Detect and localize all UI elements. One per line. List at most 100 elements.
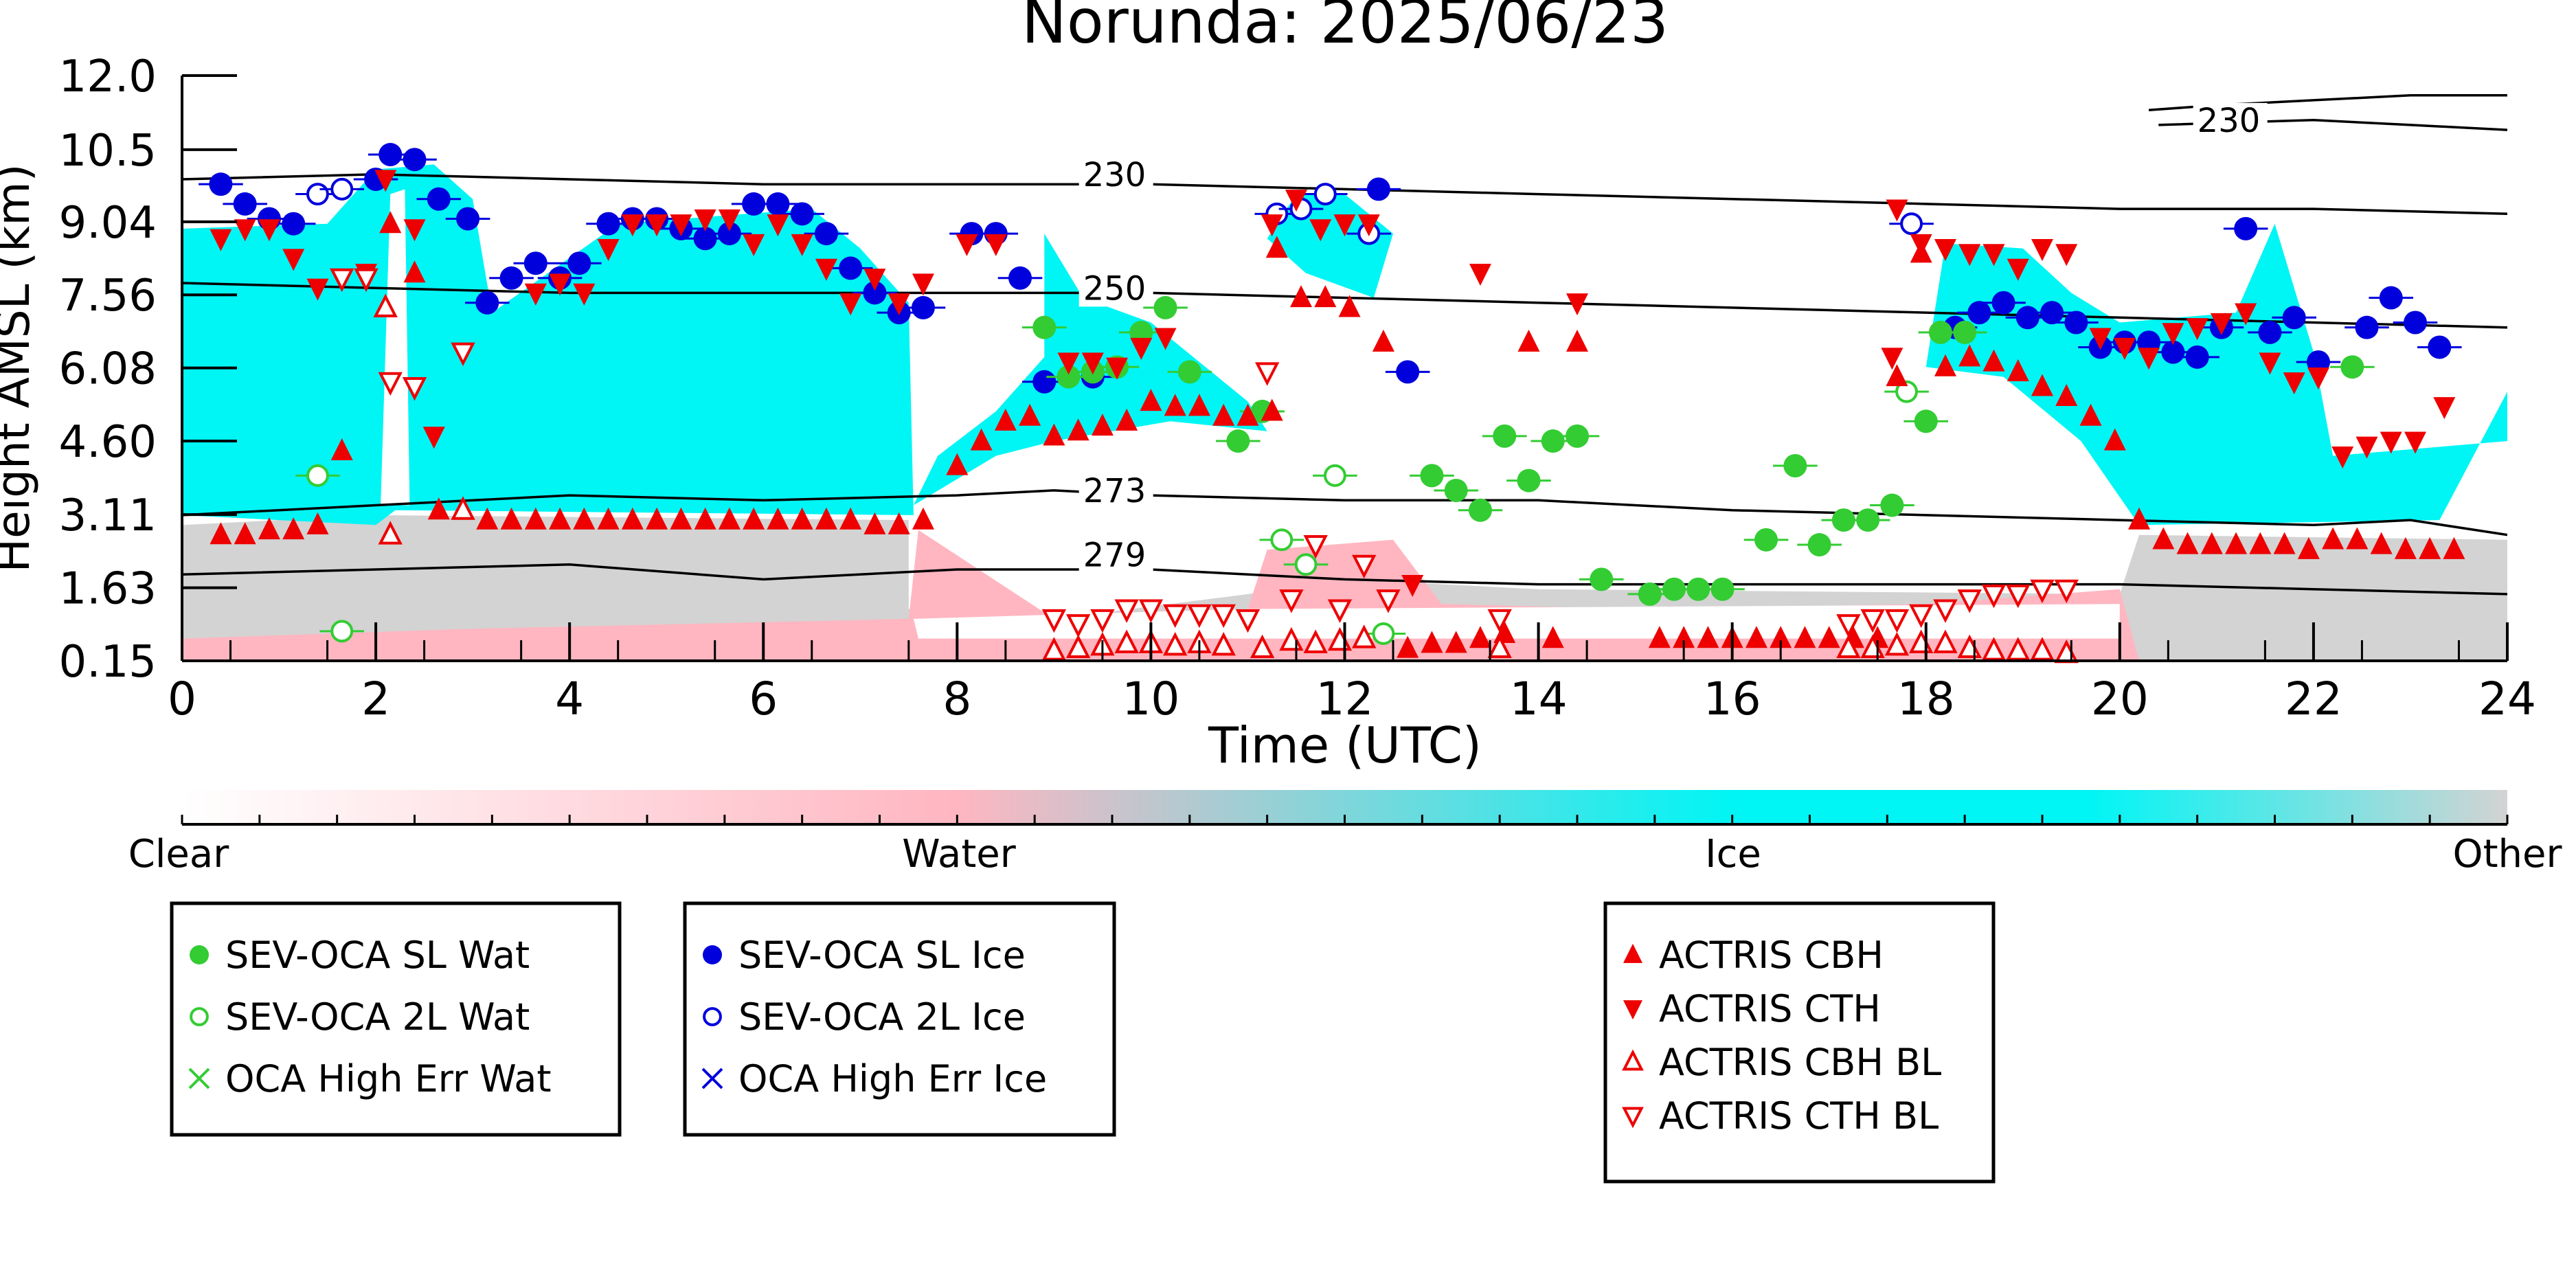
x-tick-label: 20 [2091,673,2149,725]
data-point [2282,306,2306,330]
mask-region [381,189,410,506]
data-point [597,507,620,530]
data-point [1188,394,1210,416]
data-point [1067,418,1089,441]
data-point [354,268,379,293]
legend-marker [703,945,722,964]
data-point [209,172,233,196]
data-point [210,229,232,251]
data-point [1953,320,1977,344]
data-point [1469,626,1491,648]
data-point [1421,631,1443,653]
data-point [1130,337,1153,360]
data-point [1818,626,1840,648]
legend-marker [703,1007,722,1026]
contour-279 [182,563,2507,596]
data-point [2283,372,2305,395]
data-point [970,428,993,451]
legend-marker [190,1007,209,1026]
data-point [621,507,644,530]
data-point [1270,528,1293,552]
legend-actris: ACTRIS CBH ACTRIS CTH ACTRIS CBH BL ACTRIS … [1603,901,1996,1184]
data-point [1686,577,1710,601]
data-point [1226,429,1250,453]
data-point [1254,362,1280,386]
data-point [2307,367,2329,389]
data-point [2064,310,2088,335]
data-point [767,507,789,530]
data-point [1043,423,1065,446]
data-point [500,507,523,530]
data-point [790,202,814,226]
data-point [1162,632,1188,656]
data-point [1880,493,1904,517]
data-point [912,507,934,530]
data-point [1886,199,1908,222]
data-point [2443,536,2465,559]
data-point [451,342,475,367]
data-point [1900,212,1923,236]
data-point [718,507,741,530]
data-point [233,192,257,216]
data-point [524,283,547,306]
data-point [1357,214,1380,237]
contour-label-bg [1078,537,1153,574]
data-point [403,219,426,242]
data-point [1697,626,1719,648]
x-axis-ticks: 0 2 4 6 8 10 12 14 16 18 20 22 24 [168,622,2536,725]
data-point [2006,637,2031,661]
data-point [306,278,329,301]
data-point [573,283,596,306]
series-actris-cth [210,170,2456,597]
data-point [2249,532,2272,554]
data-point [1211,604,1236,629]
legend-label: SEV-OCA SL Wat [225,934,530,977]
data-point [1770,626,1792,648]
y-tick-label: 7.56 [59,271,157,321]
data-point [499,266,523,290]
data-point [1372,622,1395,645]
data-point [815,507,837,530]
data-point [2404,310,2428,335]
data-point [1933,599,1958,623]
legend-marker [190,945,209,964]
data-point [2419,536,2441,559]
data-point [1164,394,1186,416]
data-point [994,408,1017,431]
data-point [1860,609,1885,633]
x-tick-label: 4 [555,673,584,725]
data-point [1366,177,1390,201]
x-axis-label: Time (UTC) [1208,716,1482,774]
x-tick-label: 12 [1316,673,1374,725]
contour-label-bg [2193,102,2268,139]
data-point [1091,414,1114,436]
data-point [815,258,837,281]
data-point [839,507,862,530]
data-point [1376,589,1401,613]
series-sev-oca-sl-wat [1021,295,2375,606]
contour-250 [182,282,2507,329]
x-tick-label: 2 [361,673,390,725]
data-point [282,249,305,271]
data-point [403,148,427,172]
x-tick-label: 0 [168,673,196,725]
data-point [1397,635,1419,658]
data-point [2089,328,2112,350]
colorbar-label-other: Other [2452,832,2562,877]
data-point [549,273,572,296]
data-point [1884,609,1910,633]
contour-230 [182,173,2507,216]
data-point [912,273,934,296]
data-point [378,521,403,545]
data-point [330,620,354,643]
data-point [379,143,403,167]
data-point [374,170,397,192]
y-tick-label: 0.15 [59,637,157,688]
x-tick-label: 16 [1704,673,1761,725]
data-point [888,512,910,534]
data-point [1212,403,1235,426]
data-point [1303,535,1328,559]
data-point [1314,285,1337,308]
contour-label-bg [1078,473,1153,510]
data-point [1754,528,1778,552]
